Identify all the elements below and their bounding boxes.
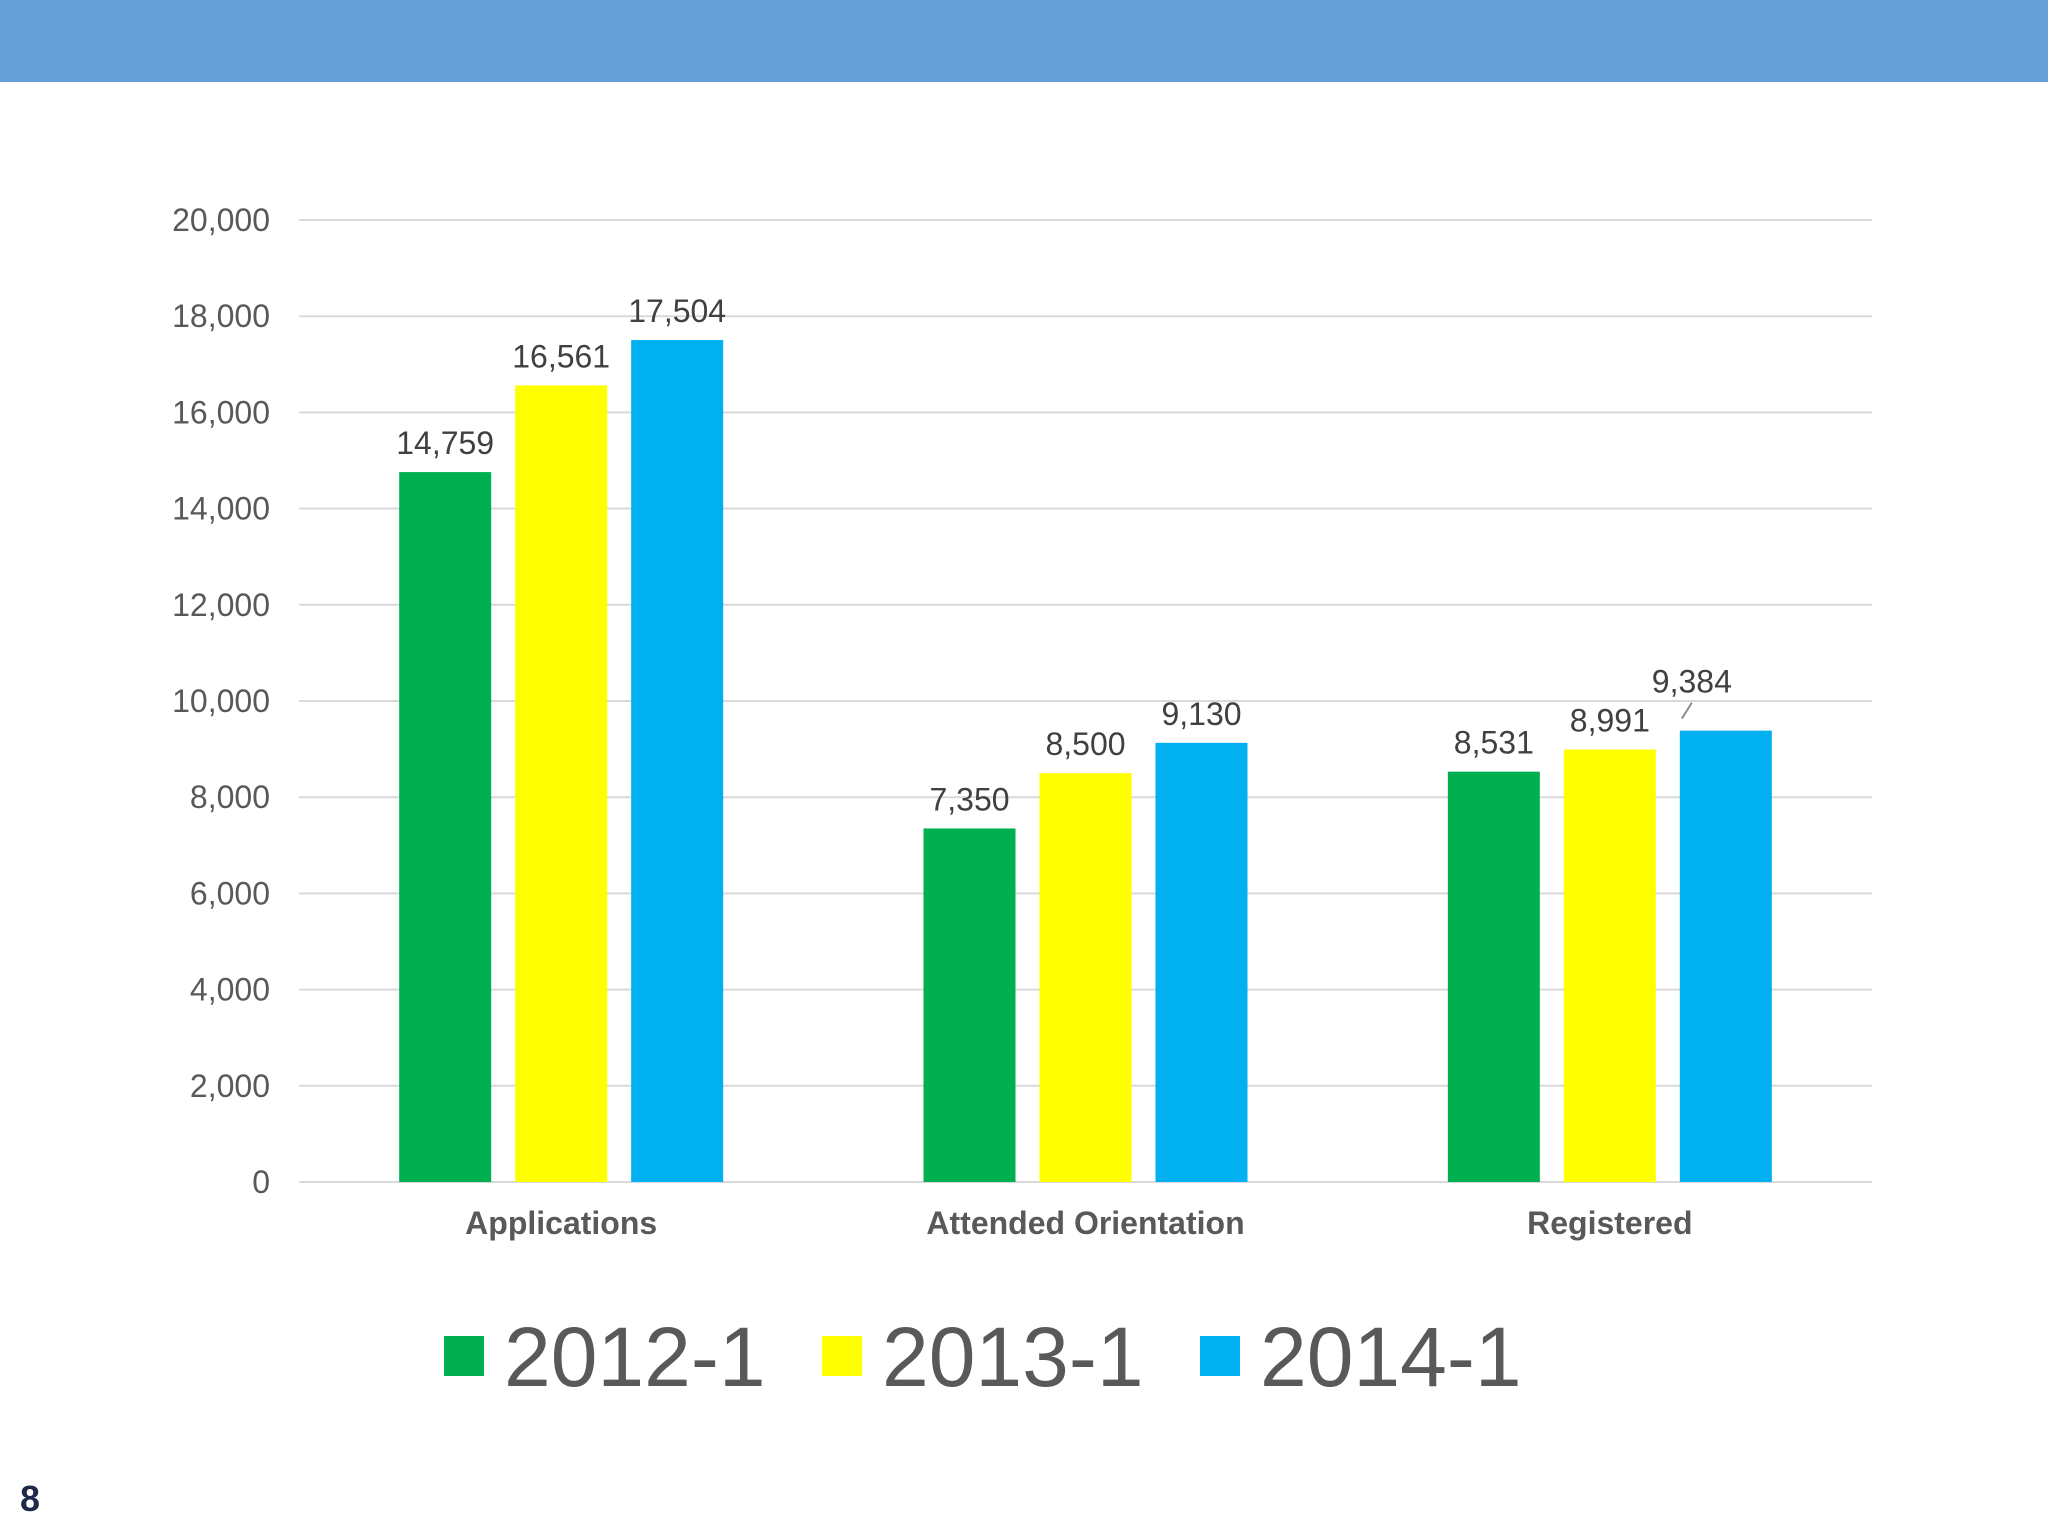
legend-swatch <box>822 1336 862 1376</box>
category-label: Attended Orientation <box>926 1205 1244 1241</box>
category-label: Registered <box>1527 1205 1692 1241</box>
data-label: 9,130 <box>1161 696 1241 732</box>
data-label: 14,759 <box>396 425 494 461</box>
legend-swatch <box>1200 1336 1240 1376</box>
bar-2013-1-2 <box>1563 749 1656 1182</box>
bar-2013-1-1 <box>1039 773 1132 1182</box>
y-tick-label: 16,000 <box>172 394 270 430</box>
y-tick-label: 20,000 <box>172 202 270 238</box>
bar-2014-1-2 <box>1679 730 1772 1182</box>
y-tick-label: 0 <box>252 1164 270 1200</box>
category-labels: Applications Attended Orientation Register… <box>465 1205 1692 1241</box>
bar-2012-1-1 <box>923 828 1016 1182</box>
data-label: 7,350 <box>929 781 1009 817</box>
data-label: 8,991 <box>1570 703 1650 739</box>
bar-2013-1-0 <box>515 385 608 1182</box>
bar-2012-1-2 <box>1447 771 1540 1182</box>
y-tick-label: 14,000 <box>172 491 270 527</box>
data-label: 17,504 <box>628 293 726 329</box>
bars <box>399 340 1772 1182</box>
y-tick-label: 4,000 <box>190 972 270 1008</box>
category-label: Applications <box>465 1205 657 1241</box>
y-tick-label: 8,000 <box>190 779 270 815</box>
legend-label: 2013-1 <box>882 1310 1144 1404</box>
data-label: 8,531 <box>1454 725 1534 761</box>
data-label: 16,561 <box>512 338 610 374</box>
y-tick-label: 6,000 <box>190 875 270 911</box>
bar-2014-1-0 <box>631 340 724 1182</box>
legend-label: 2014-1 <box>1260 1310 1522 1404</box>
y-tick-label: 12,000 <box>172 587 270 623</box>
y-axis-ticks: 0 2,000 4,000 6,000 8,000 10,000 12,000 14,000 1… <box>172 202 270 1200</box>
data-label: 9,384 <box>1652 664 1732 700</box>
data-label: 8,500 <box>1045 726 1125 762</box>
bar-2012-1-0 <box>399 472 492 1182</box>
legend-swatch <box>444 1336 484 1376</box>
bar-2014-1-1 <box>1155 742 1248 1182</box>
y-tick-label: 10,000 <box>172 683 270 719</box>
top-banner <box>0 0 2048 82</box>
legend: 2012-1 2013-1 2014-1 <box>444 1310 1522 1404</box>
y-tick-label: 18,000 <box>172 298 270 334</box>
slide-number: 8 <box>20 1478 41 1519</box>
data-labels: 14,759 16,561 17,504 7,350 8,500 9,130 8,531 8,… <box>396 293 1732 817</box>
y-tick-label: 2,000 <box>190 1068 270 1104</box>
leader-line <box>1680 702 1693 720</box>
legend-label: 2012-1 <box>504 1310 766 1404</box>
